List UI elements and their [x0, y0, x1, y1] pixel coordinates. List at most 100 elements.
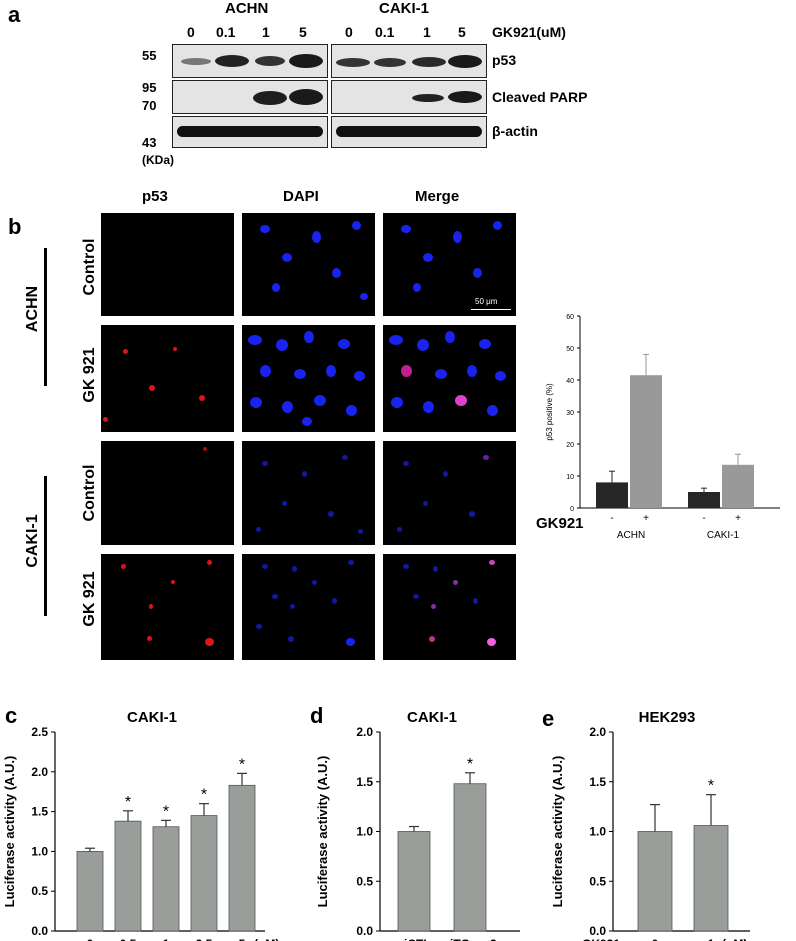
x-category-label: 2.5	[196, 937, 213, 941]
kda-label: (KDa)	[142, 153, 174, 167]
achn-bracket	[44, 248, 47, 386]
column-header-dapi: DAPI	[283, 188, 319, 205]
treatment-mark: -	[610, 513, 613, 524]
panel-b-label: b	[8, 214, 22, 239]
bar	[190, 815, 218, 932]
treatment-label: GK921	[582, 937, 620, 941]
bar	[630, 375, 662, 508]
significance-marker: *	[239, 756, 245, 773]
x-category-label: 1	[163, 937, 170, 941]
y-axis-label: Luciferase activity (A.U.)	[2, 756, 17, 908]
bar	[693, 825, 729, 932]
blot-achn-beta-actin	[172, 116, 328, 148]
y-tick-label: 0.0	[589, 924, 606, 938]
chart-c: CAKI-1 0.0 0.5 1.0 1.5 2.0 2.5 Luciferase activ…	[2, 709, 279, 941]
y-tick-label: 0.0	[356, 924, 373, 938]
treatment-mark: +	[735, 513, 741, 524]
y-tick-label: 1.5	[589, 775, 606, 789]
y-tick-label: 0.5	[356, 874, 373, 888]
dose-label: 0.1	[216, 24, 236, 40]
micrograph-achn-control-merge: 50 μm	[383, 213, 516, 316]
bar	[152, 826, 180, 932]
dose-label: 1	[423, 24, 431, 40]
y-tick-label: 50	[566, 346, 574, 353]
micrograph-caki1-control-dapi	[242, 441, 375, 545]
blot-caki1-cleaved-parp	[331, 80, 487, 114]
row-label-control: Control	[81, 238, 98, 296]
dose-label: 1	[262, 24, 270, 40]
y-tick-label: 2.0	[31, 765, 48, 779]
row-label-gk921: GK 921	[81, 571, 98, 627]
x-category-label: siTGase2	[443, 937, 497, 941]
y-tick-label: 40	[566, 378, 574, 385]
y-tick-label: 60	[566, 314, 574, 321]
bar	[114, 820, 142, 932]
y-tick-label: 0.5	[31, 884, 48, 898]
x-category-label: ACHN	[617, 530, 645, 541]
panel-e-label: e	[542, 706, 555, 731]
y-tick-label: 0.0	[31, 924, 48, 938]
row-label-cleaved-parp: Cleaved PARP	[492, 89, 588, 105]
unit-label: (μM)	[254, 937, 279, 941]
y-tick-label: 1.5	[31, 805, 48, 819]
x-category-label: siCTL	[397, 937, 430, 941]
bar	[228, 784, 256, 932]
micrograph-caki1-gk921-p53	[101, 554, 234, 660]
y-tick-label: 1.0	[356, 825, 373, 839]
bar	[722, 464, 754, 508]
chart-title: CAKI-1	[127, 709, 177, 726]
row-label-beta-actin: β-actin	[492, 123, 538, 139]
micrograph-achn-control-p53	[101, 213, 234, 316]
blot-achn-p53	[172, 44, 328, 78]
row-label-control: Control	[81, 464, 98, 522]
x-category-label: 0	[87, 937, 94, 941]
micrograph-achn-gk921-p53	[101, 325, 234, 432]
blot-caki1-p53	[331, 44, 487, 78]
panel-d-label: d	[310, 703, 324, 728]
dose-label: 5	[299, 24, 307, 40]
y-axis-label: Luciferase activity (A.U.)	[315, 756, 330, 908]
bar	[596, 482, 628, 508]
y-tick-label: 20	[566, 442, 574, 449]
unit-label: (μM)	[722, 937, 747, 941]
y-tick-label: 2.5	[31, 725, 48, 739]
unit-label: GK921(uM)	[492, 24, 566, 40]
blot-achn-cleaved-parp	[172, 80, 328, 114]
bar	[637, 831, 673, 932]
micrograph-caki1-control-p53	[101, 441, 234, 545]
mw-marker-70: 70	[142, 98, 157, 113]
dose-label: 5	[458, 24, 466, 40]
y-tick-label: 0	[570, 506, 574, 513]
scale-bar-label: 50 μm	[475, 297, 498, 306]
caki1-bracket	[44, 476, 47, 616]
chart-d: CAKI-1 0.0 0.5 1.0 1.5 2.0 Luciferase activity…	[315, 709, 520, 941]
dose-label: 0	[345, 24, 353, 40]
micrograph-caki1-gk921-merge	[383, 554, 516, 660]
x-category-label: 1	[708, 937, 715, 941]
mw-marker-43: 43	[142, 135, 157, 150]
mw-marker-55: 55	[142, 48, 157, 63]
y-tick-label: 30	[566, 410, 574, 417]
scale-bar	[471, 309, 511, 310]
y-tick-label: 2.0	[356, 725, 373, 739]
y-tick-label: 1.0	[31, 844, 48, 858]
treatment-mark: +	[643, 513, 649, 524]
micrograph-caki1-gk921-dapi	[242, 554, 375, 660]
x-category-label: 0.5	[120, 937, 137, 941]
x-category-label: 0	[652, 937, 659, 941]
panel-a-label: a	[8, 2, 21, 27]
significance-marker: *	[125, 794, 131, 811]
cell-line-label-caki1: CAKI-1	[24, 514, 41, 568]
micrograph-achn-gk921-merge	[383, 325, 516, 432]
bar	[688, 492, 720, 508]
cell-line-label-achn: ACHN	[24, 285, 41, 333]
significance-marker: *	[201, 787, 207, 804]
x-category-label: 5	[239, 937, 246, 941]
blot-caki1-beta-actin	[331, 116, 487, 148]
micrograph-achn-gk921-dapi	[242, 325, 375, 432]
y-tick-label: 0.5	[589, 874, 606, 888]
group-label-achn: ACHN	[225, 0, 269, 17]
mw-marker-95: 95	[142, 80, 157, 95]
significance-marker: *	[163, 803, 169, 820]
